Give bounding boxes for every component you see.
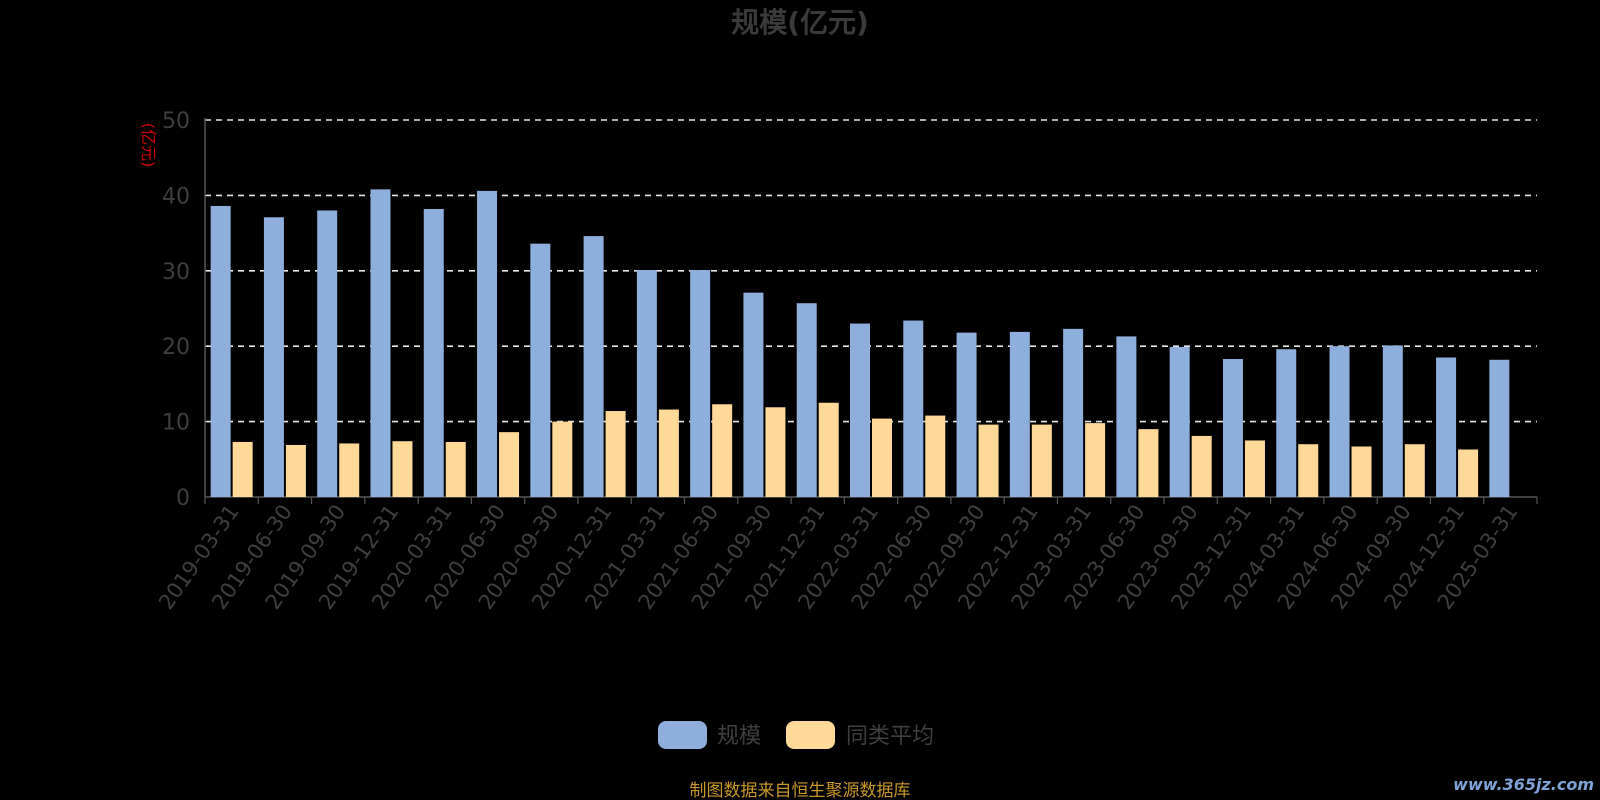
bars [210,189,1510,498]
bar-peer-average [1191,435,1212,497]
y-tick-label: 10 [162,411,190,436]
legend[interactable]: 规模 同类平均 [658,721,934,749]
bar-size [477,190,498,497]
bar-peer-average [872,418,892,497]
bar-size [1009,331,1030,497]
bar-peer-average [978,424,999,497]
legend-swatch [658,721,707,749]
bar-size [263,217,284,498]
bar-size [743,292,764,497]
x-tick-labels: 2019-03-312019-06-302019-09-302019-12-31… [154,497,1538,614]
y-tick-label: 0 [176,486,190,511]
y-tick-label: 30 [162,260,190,285]
bar-peer-average [552,421,573,497]
bar-size [210,205,231,497]
data-source-note: 制图数据来自恒生聚源数据库 [690,781,911,800]
bar-peer-average [232,441,253,497]
bar-peer-average [1458,449,1479,497]
bar-size [1436,357,1457,497]
bar-peer-average [285,444,306,497]
bar-peer-average [1351,446,1372,497]
y-tick-labels: 0 10 20 30 40 50 [162,109,190,511]
bar-size [1276,349,1297,497]
legend-item[interactable]: 规模 [658,721,761,749]
bar-peer-average [1298,444,1319,497]
y-tick-label: 40 [162,184,190,209]
bar-peer-average [1085,423,1106,497]
bar-size [636,270,657,497]
bar-peer-average [712,404,733,497]
bar-peer-average [658,409,679,497]
bar-size [690,270,711,497]
legend-label: 同类平均 [846,724,934,749]
bar-peer-average [1404,444,1425,497]
bar-peer-average [1138,429,1159,497]
bar-peer-average [818,402,839,497]
legend-item[interactable]: 同类平均 [786,721,934,749]
bar-peer-average [1031,424,1052,497]
bar-peer-average [499,432,520,497]
bar-peer-average [392,441,413,497]
bar-size [317,210,338,498]
y-tick-label: 50 [162,109,190,134]
bar-size [850,323,870,497]
bar-size [903,320,924,497]
legend-label: 规模 [717,724,761,749]
bar-peer-average [925,415,946,497]
bar-size [1063,328,1084,497]
bar-size [956,332,977,497]
y-tick-label: 20 [162,335,190,360]
bar-peer-average [1244,440,1265,497]
bar-size [530,243,551,497]
bar-size [423,208,444,498]
chart-title: 规模(亿元) [731,6,869,39]
bar-size [1116,336,1137,497]
y-axis-unit-label: (亿元) [139,123,158,168]
bar-size [1329,346,1350,497]
bar-size [796,303,817,497]
bar-size [583,236,604,497]
bar-size [1382,345,1403,497]
bar-size [1489,359,1510,497]
bar-size [1169,346,1190,497]
watermark: www.365jz.com [1453,775,1594,794]
bar-peer-average [605,411,626,497]
bar-size [1222,359,1243,497]
bar-peer-average [765,407,786,497]
bar-peer-average [445,441,466,497]
bar-peer-average [339,443,360,497]
legend-swatch [786,721,835,749]
bar-size [370,189,391,498]
